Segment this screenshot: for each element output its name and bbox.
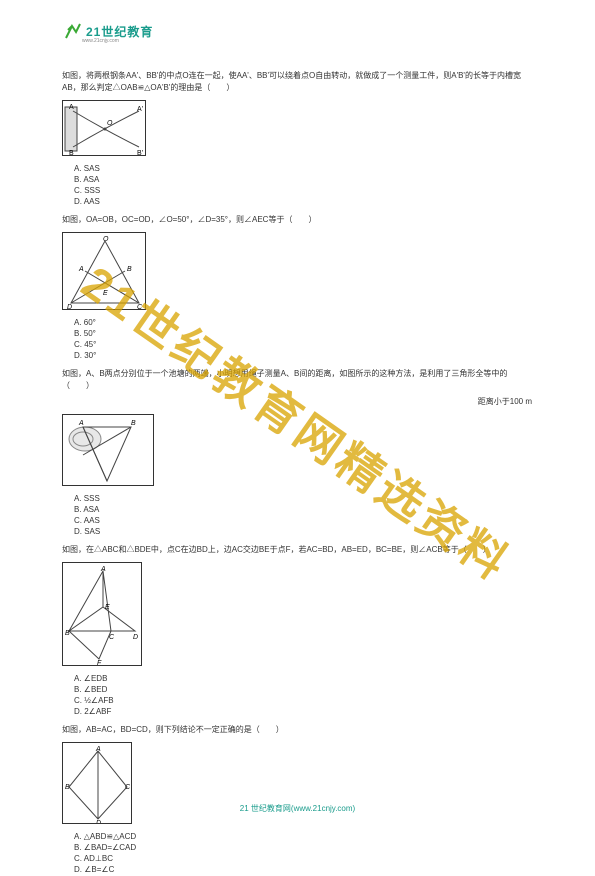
problem-1-opt-a: A. SAS — [74, 164, 532, 173]
svg-text:A: A — [100, 566, 106, 573]
problem-5-text: 如图，AB=AC，BD=CD，则下列结论不一定正确的是（ ） — [62, 724, 532, 736]
logo-mark-icon — [62, 22, 82, 40]
problem-3-opt-b: B. ASA — [74, 505, 532, 514]
problem-4-opt-d: D. 2∠ABF — [74, 707, 532, 716]
svg-text:O: O — [103, 236, 109, 243]
svg-text:A: A — [78, 420, 84, 427]
problem-5-opt-b: B. ∠BAD=∠CAD — [74, 843, 532, 852]
problem-4-figure: A B C D E F — [62, 562, 532, 666]
svg-text:B: B — [127, 266, 132, 273]
problem-3-text: 如图，A、B两点分别位于一个池塘的两端，小明想用绳子测量A、B间的距离，如图所示… — [62, 368, 532, 392]
svg-text:D: D — [67, 304, 72, 310]
problem-3-figure: A B — [62, 414, 532, 486]
svg-text:B: B — [65, 784, 70, 791]
problem-5-opt-c: C. AD⊥BC — [74, 854, 532, 863]
problem-3-opt-c: C. AAS — [74, 516, 532, 525]
svg-text:B: B — [131, 420, 136, 427]
problem-2-opt-b: B. 50° — [74, 329, 532, 338]
problem-1-opt-d: D. AAS — [74, 197, 532, 206]
svg-text:A: A — [69, 104, 74, 111]
page-footer: 21 世纪教育网(www.21cnjy.com) — [0, 803, 595, 814]
problem-4-opt-c: C. ½∠AFB — [74, 696, 532, 705]
problem-3-opt-d: D. SAS — [74, 527, 532, 536]
problem-1-figure: A B O A' B' — [62, 100, 532, 156]
problem-2-text: 如图，OA=OB，OC=OD，∠O=50°，∠D=35°，则∠AEC等于（ ） — [62, 214, 532, 226]
svg-text:C: C — [137, 304, 143, 310]
logo-subtext: www.21cnjy.com — [82, 38, 119, 44]
svg-text:A: A — [95, 746, 101, 753]
svg-text:A': A' — [137, 106, 143, 113]
svg-text:O: O — [107, 120, 113, 127]
svg-text:D: D — [96, 820, 101, 824]
problem-2-opt-d: D. 30° — [74, 351, 532, 360]
svg-text:F: F — [97, 660, 102, 666]
svg-text:B: B — [65, 630, 70, 637]
problem-1-opt-b: B. ASA — [74, 175, 532, 184]
logo-text: 21世纪教育 — [86, 23, 153, 40]
svg-text:B: B — [69, 150, 74, 156]
problem-5-opt-d: D. ∠B=∠C — [74, 865, 532, 874]
problem-4-opt-a: A. ∠EDB — [74, 674, 532, 683]
problem-1-text: 如图，将两根钢条AA'、BB'的中点O连在一起，使AA'、BB'可以绕着点O自由… — [62, 70, 532, 94]
page-content: 如图，将两根钢条AA'、BB'的中点O连在一起，使AA'、BB'可以绕着点O自由… — [62, 70, 532, 876]
svg-text:E: E — [103, 290, 108, 297]
svg-text:B': B' — [137, 150, 143, 156]
problem-1-opt-c: C. SSS — [74, 186, 532, 195]
svg-text:E: E — [105, 604, 110, 611]
problem-4-text: 如图，在△ABC和△BDE中，点C在边BD上，边AC交边BE于点F，若AC=BD… — [62, 544, 532, 556]
svg-text:C: C — [125, 784, 131, 791]
problem-2-opt-c: C. 45° — [74, 340, 532, 349]
problem-5-opt-a: A. △ABD≌△ACD — [74, 832, 532, 841]
problem-4-opt-b: B. ∠BED — [74, 685, 532, 694]
svg-text:C: C — [109, 634, 115, 641]
problem-3-extra: 距离小于100 m — [62, 396, 532, 408]
svg-text:D: D — [133, 634, 138, 641]
svg-text:A: A — [78, 266, 84, 273]
problem-3-opt-a: A. SSS — [74, 494, 532, 503]
problem-2-figure: O A B D E C — [62, 232, 532, 310]
problem-2-opt-a: A. 60° — [74, 318, 532, 327]
